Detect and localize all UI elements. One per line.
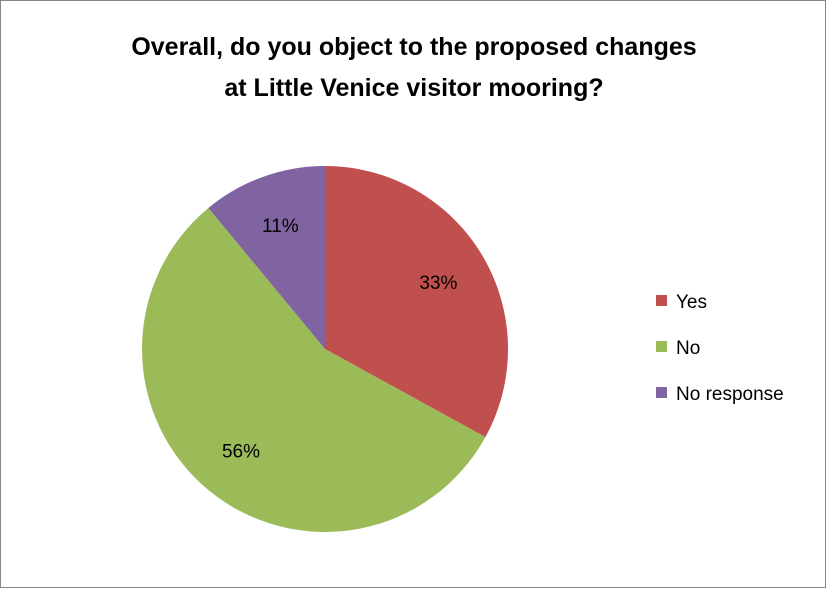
legend: Yes No No response [656,292,784,405]
legend-swatch-no-response [656,387,667,398]
legend-label-yes: Yes [676,292,707,313]
chart-title-line-2: at Little Venice visitor mooring? [224,74,603,102]
data-label-no: 56% [222,442,260,463]
legend-label-no: No [676,338,700,359]
legend-swatch-yes [656,295,667,306]
chart-title: Overall, do you object to the proposed c… [131,33,696,102]
legend-swatch-no [656,341,667,352]
data-label-no-response: 11% [262,216,299,237]
chart-title-line-1: Overall, do you object to the proposed c… [131,33,696,61]
data-label-yes: 33% [419,273,457,294]
pie-slices [142,166,508,532]
legend-label-no-response: No response [676,384,784,405]
